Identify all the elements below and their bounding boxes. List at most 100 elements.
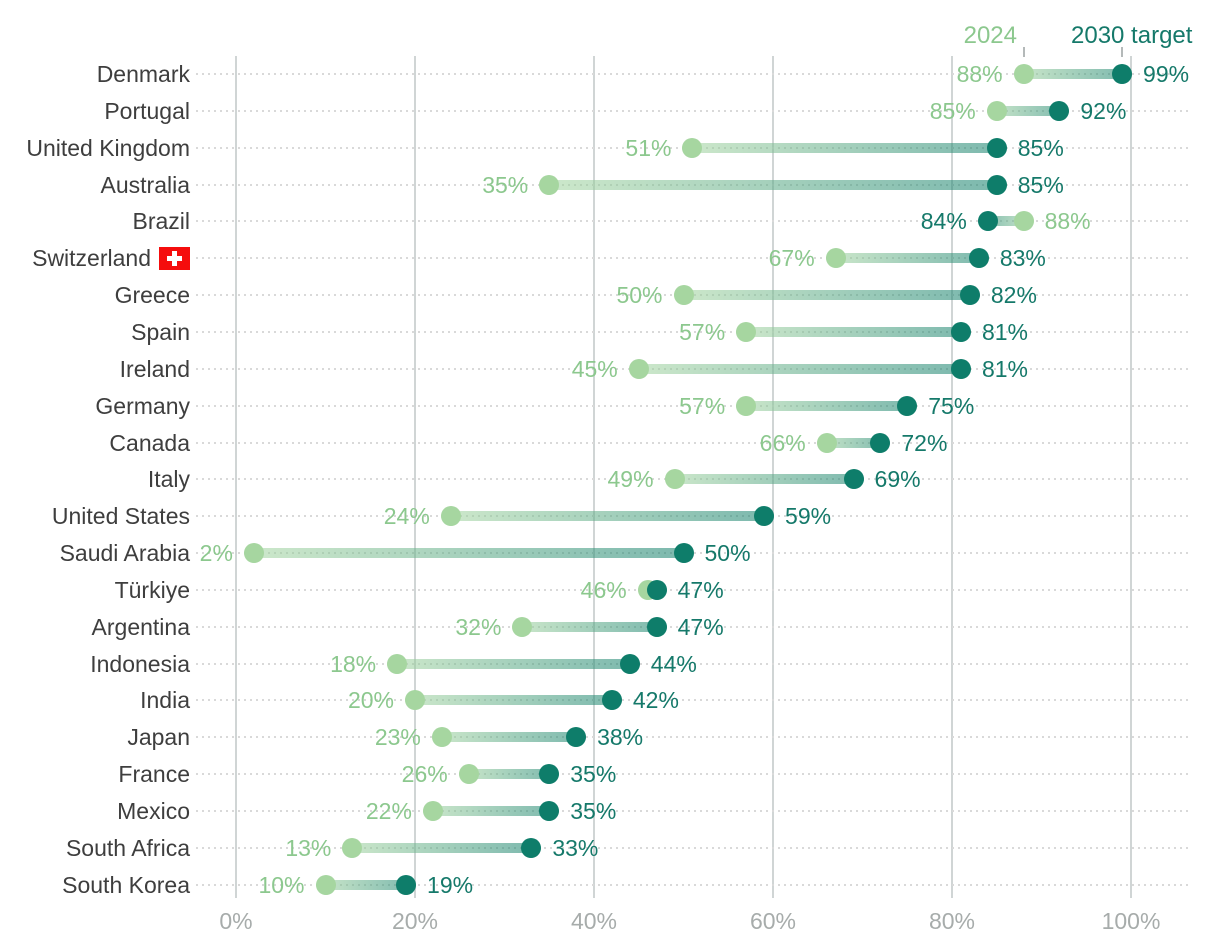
dot-2024 xyxy=(431,727,452,748)
dot-2030-target xyxy=(986,174,1007,195)
country-label: Germany xyxy=(0,393,190,419)
country-label-text: United Kingdom xyxy=(26,134,190,161)
country-label: Japan xyxy=(0,724,190,750)
country-label-text: South Korea xyxy=(62,871,190,898)
country-label-text: Australia xyxy=(100,171,190,198)
value-label-target: 81% xyxy=(981,355,1028,382)
country-label: South Korea xyxy=(0,872,190,898)
country-label: United States xyxy=(0,503,190,529)
dot-2030-target xyxy=(843,469,864,490)
value-label-target: 47% xyxy=(677,576,724,603)
value-label-2024: 18% xyxy=(330,650,377,677)
dot-2030-target xyxy=(950,358,971,379)
value-label-target: 50% xyxy=(704,540,751,567)
dot-2030-target xyxy=(754,506,775,527)
value-label-target: 81% xyxy=(981,318,1028,345)
country-label: United Kingdom xyxy=(0,135,190,161)
dot-2030-target xyxy=(986,137,1007,158)
connector-bar xyxy=(986,105,1070,116)
x-gridline xyxy=(235,56,237,898)
connector-bar xyxy=(736,326,971,337)
dot-2024 xyxy=(682,137,703,158)
country-label-text: Switzerland xyxy=(32,245,151,272)
legend-2030-target-label: 2030 target xyxy=(1071,22,1193,49)
country-label-text: Argentina xyxy=(91,613,190,640)
dot-2024 xyxy=(243,543,264,564)
value-label-target: 35% xyxy=(570,761,617,788)
connector-bar xyxy=(512,621,667,632)
country-label: Canada xyxy=(0,430,190,456)
dot-2030-target xyxy=(870,432,891,453)
x-gridline xyxy=(414,56,416,898)
connector-bar xyxy=(405,695,622,706)
value-label-2024: 22% xyxy=(365,798,412,824)
row-dotted-gridline xyxy=(196,883,1190,886)
connector-bar xyxy=(736,400,918,411)
country-label: India xyxy=(0,687,190,713)
value-label-2024: 13% xyxy=(285,834,332,861)
value-label-2024: 2% xyxy=(199,540,233,567)
dot-2024 xyxy=(628,358,649,379)
dot-2030-target xyxy=(646,579,667,600)
x-axis-tick-label: 20% xyxy=(391,908,439,934)
value-label-2024: 24% xyxy=(383,503,430,530)
row-dotted-gridline xyxy=(196,404,1190,407)
value-label-target: 38% xyxy=(597,724,644,751)
row-dotted-gridline xyxy=(196,810,1190,812)
connector-bar xyxy=(628,363,971,374)
row-dotted-gridline xyxy=(196,773,1190,776)
country-label-text: Japan xyxy=(127,724,190,751)
country-label-text: Spain xyxy=(131,318,190,345)
x-axis-tick-label: 60% xyxy=(749,908,797,934)
country-label-text: Italy xyxy=(147,466,190,493)
x-axis-tick-label: 0% xyxy=(219,908,253,934)
country-label-text: Saudi Arabia xyxy=(59,540,190,567)
country-label: Portugal xyxy=(0,98,190,124)
country-label-text: Indonesia xyxy=(90,650,190,677)
country-label: Denmark xyxy=(0,61,190,87)
country-label-text: Canada xyxy=(109,429,190,456)
value-label-2024: 35% xyxy=(482,171,529,198)
row-dotted-gridline xyxy=(196,662,1190,665)
dot-2024 xyxy=(986,100,1007,121)
swiss-flag-icon xyxy=(159,246,190,270)
dot-2024 xyxy=(825,248,846,269)
country-label: Spain xyxy=(0,319,190,345)
value-label-2024: 88% xyxy=(956,61,1003,87)
dot-2030-target xyxy=(897,395,918,416)
connector-bar xyxy=(243,548,694,559)
x-gridline xyxy=(951,56,953,898)
row-dotted-gridline xyxy=(196,109,1190,112)
value-label-2024: 85% xyxy=(929,97,976,124)
country-label-text: Türkiye xyxy=(114,576,190,603)
dot-2030-target xyxy=(646,616,667,637)
connector-bar xyxy=(682,142,1007,153)
value-label-target: 33% xyxy=(552,834,599,861)
connector-bar xyxy=(816,437,891,448)
dot-2024 xyxy=(1013,211,1034,232)
x-axis-tick-label: 40% xyxy=(570,908,618,934)
country-label-text: Portugal xyxy=(104,97,190,124)
dot-2030-target xyxy=(1049,100,1070,121)
country-label-text: Brazil xyxy=(132,208,190,235)
value-label-2024: 45% xyxy=(571,355,618,382)
x-axis-tick-label: 100% xyxy=(1101,908,1161,934)
dot-2024 xyxy=(342,837,363,858)
dot-2030-target xyxy=(977,211,998,232)
value-label-target: 69% xyxy=(874,466,921,493)
country-label: Switzerland xyxy=(0,245,190,271)
row-dotted-gridline xyxy=(196,699,1190,702)
x-axis-tick-label: 80% xyxy=(928,908,976,934)
value-label-2024: 49% xyxy=(607,466,654,493)
connector-bar xyxy=(825,253,989,264)
value-label-2024: 23% xyxy=(374,724,421,751)
dot-2024 xyxy=(539,174,560,195)
connector-bar xyxy=(458,769,560,780)
country-label: Mexico xyxy=(0,798,190,824)
country-label-text: Ireland xyxy=(119,355,190,382)
dot-2030-target xyxy=(959,285,980,306)
country-label-text: South Africa xyxy=(65,834,190,861)
dot-2024 xyxy=(816,432,837,453)
country-label-text: Greece xyxy=(114,282,190,309)
value-label-2024: 57% xyxy=(679,392,726,419)
